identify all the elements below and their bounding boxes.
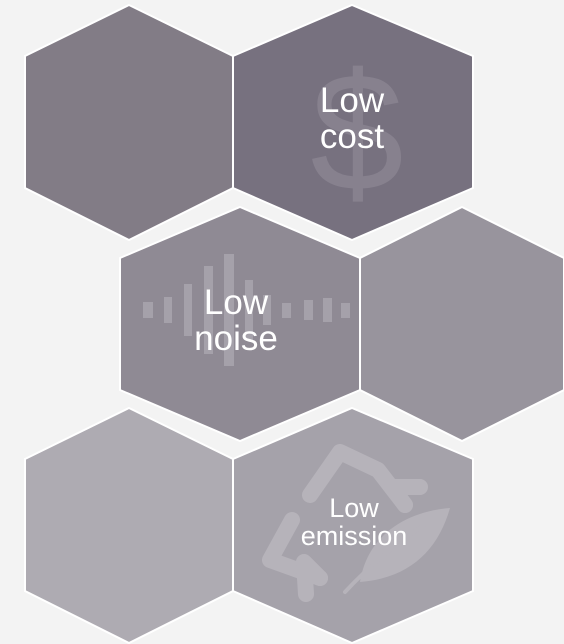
low-noise-label: Low noise	[176, 283, 296, 359]
low-cost-label: Low cost	[300, 81, 404, 157]
hexagon-low-cost	[232, 3, 474, 242]
sound-wave-icon	[143, 254, 350, 366]
dollar-icon: $	[310, 38, 403, 226]
recycle-leaf-icon	[262, 444, 450, 602]
hexagon-bottom-left	[24, 406, 234, 644]
low-noise-line-2: noise	[194, 319, 278, 359]
svg-text:$: $	[310, 38, 403, 226]
hexagon-low-emission	[232, 406, 474, 644]
low-cost-line-2: cost	[319, 117, 385, 157]
hexagon-top-left	[24, 3, 234, 242]
low-emission-label: Low emission	[276, 494, 432, 550]
low-emission-line-2: emission	[300, 521, 408, 552]
low-cost-line-1: Low	[319, 81, 385, 120]
hexagon-middle-right	[359, 205, 564, 443]
low-emission-line-1: Low	[329, 493, 379, 523]
low-noise-line-1: Low	[203, 283, 269, 322]
